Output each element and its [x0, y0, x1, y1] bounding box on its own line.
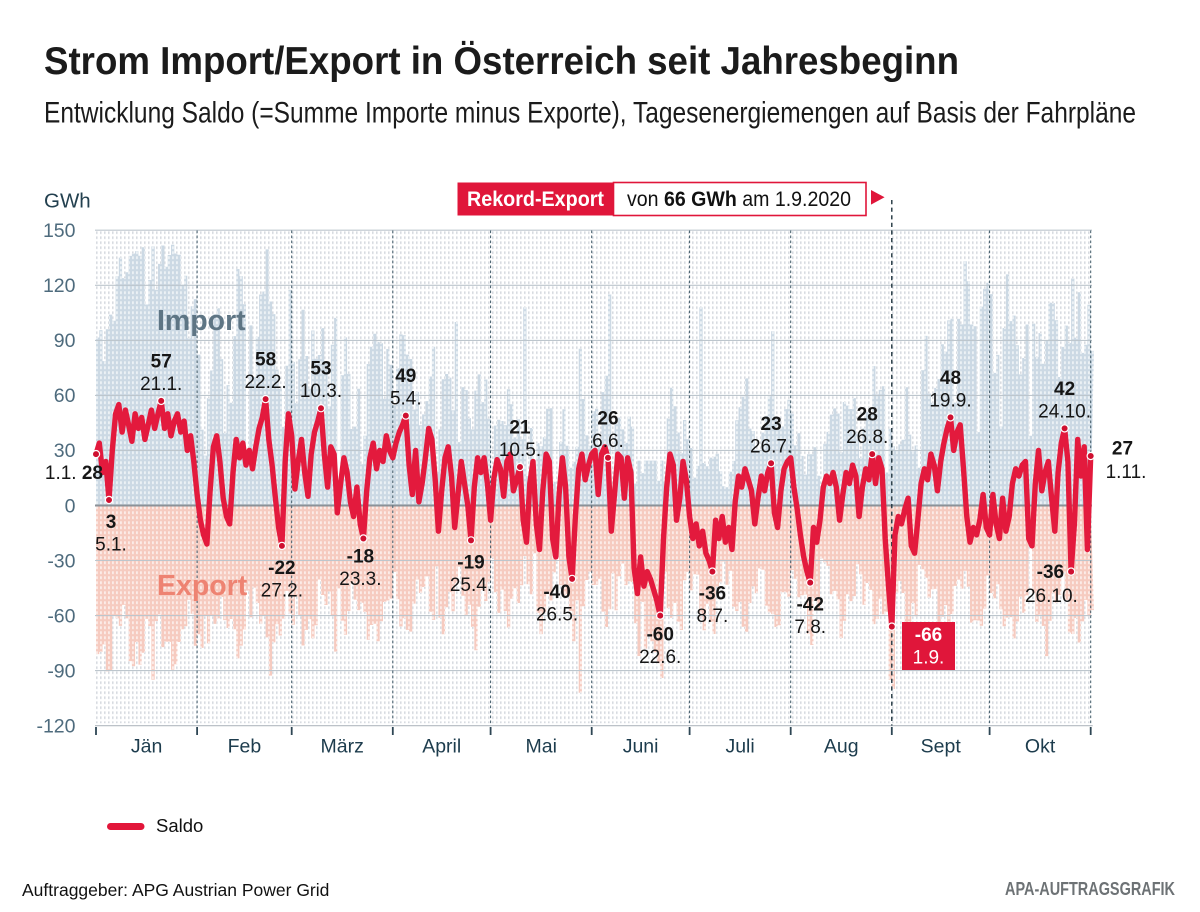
svg-text:7.8.: 7.8. [794, 617, 826, 638]
svg-text:April: April [422, 736, 461, 758]
svg-text:Auftraggeber: APG Austrian Pow: Auftraggeber: APG Austrian Power Grid [22, 880, 329, 900]
svg-text:6.6.: 6.6. [592, 431, 624, 452]
svg-text:120: 120 [43, 275, 76, 297]
svg-text:57: 57 [151, 351, 172, 372]
svg-text:21.1.: 21.1. [140, 374, 182, 395]
svg-text:-30: -30 [47, 550, 75, 572]
svg-text:26.10.: 26.10. [1025, 586, 1078, 607]
svg-text:27.2.: 27.2. [261, 580, 303, 601]
svg-text:25.4.: 25.4. [450, 575, 492, 596]
svg-text:APA-AUFTRAGSGRAFIK: APA-AUFTRAGSGRAFIK [1005, 879, 1175, 899]
svg-text:Import: Import [157, 305, 246, 337]
svg-text:-22: -22 [268, 558, 295, 579]
svg-text:10.3.: 10.3. [300, 381, 342, 402]
svg-text:Export: Export [157, 570, 248, 602]
svg-text:-36: -36 [699, 584, 726, 605]
svg-text:22.6.: 22.6. [639, 647, 681, 668]
svg-text:Juli: Juli [725, 736, 754, 758]
svg-text:22.2.: 22.2. [244, 372, 286, 393]
svg-text:-19: -19 [457, 552, 484, 573]
svg-text:26.8.: 26.8. [846, 427, 888, 448]
svg-text:3: 3 [106, 512, 117, 533]
svg-text:Aug: Aug [824, 736, 859, 758]
svg-text:10.5.: 10.5. [499, 440, 541, 461]
svg-text:26.7.: 26.7. [750, 436, 792, 457]
svg-text:GWh: GWh [44, 190, 91, 213]
svg-text:-40: -40 [543, 582, 570, 603]
svg-text:-42: -42 [796, 595, 823, 616]
svg-text:24.10.: 24.10. [1038, 401, 1091, 422]
svg-text:5.4.: 5.4. [390, 389, 422, 410]
svg-text:23: 23 [761, 414, 782, 435]
svg-text:Rekord-Export: Rekord-Export [467, 188, 604, 211]
svg-text:26.5.: 26.5. [536, 604, 578, 625]
svg-text:Okt: Okt [1025, 736, 1056, 758]
svg-text:Feb: Feb [228, 736, 262, 758]
svg-text:90: 90 [54, 330, 76, 352]
svg-text:1.11.: 1.11. [1106, 462, 1147, 483]
svg-text:27: 27 [1112, 439, 1133, 460]
svg-text:60: 60 [54, 385, 76, 407]
svg-text:8.7.: 8.7. [697, 606, 729, 627]
svg-text:Mai: Mai [525, 736, 556, 758]
svg-text:März: März [321, 736, 364, 758]
svg-text:-66: -66 [915, 625, 942, 646]
svg-text:30: 30 [54, 440, 76, 462]
svg-text:-60: -60 [47, 605, 75, 627]
svg-text:28: 28 [857, 405, 878, 426]
svg-text:53: 53 [310, 359, 331, 380]
svg-text:0: 0 [65, 495, 76, 517]
svg-text:48: 48 [940, 368, 961, 389]
svg-text:-90: -90 [47, 660, 75, 682]
svg-text:Jän: Jän [131, 736, 162, 758]
svg-text:Entwicklung Saldo (=Summe Impo: Entwicklung Saldo (=Summe Importe minus … [44, 97, 1136, 130]
svg-text:von 66 GWh am 1.9.2020: von 66 GWh am 1.9.2020 [627, 188, 851, 211]
svg-text:-120: -120 [36, 716, 75, 738]
svg-text:23.3.: 23.3. [339, 569, 381, 590]
svg-text:Saldo: Saldo [156, 815, 203, 836]
svg-text:42: 42 [1054, 379, 1075, 400]
svg-text:26: 26 [597, 408, 618, 429]
svg-text:5.1.: 5.1. [95, 535, 127, 556]
svg-text:Sept: Sept [921, 736, 962, 758]
svg-text:150: 150 [43, 220, 76, 242]
svg-text:1.1. 28: 1.1. 28 [45, 463, 103, 484]
svg-text:21: 21 [509, 418, 531, 439]
svg-text:1.9.: 1.9. [913, 648, 945, 669]
svg-text:58: 58 [255, 350, 276, 371]
svg-text:-60: -60 [646, 625, 673, 646]
svg-text:49: 49 [395, 366, 416, 387]
svg-text:-36: -36 [1037, 562, 1064, 583]
svg-text:-18: -18 [347, 547, 374, 568]
svg-text:19.9.: 19.9. [929, 390, 971, 411]
svg-text:Strom Import/Export in Österre: Strom Import/Export in Österreich seit J… [44, 40, 959, 83]
svg-text:Juni: Juni [623, 736, 659, 758]
